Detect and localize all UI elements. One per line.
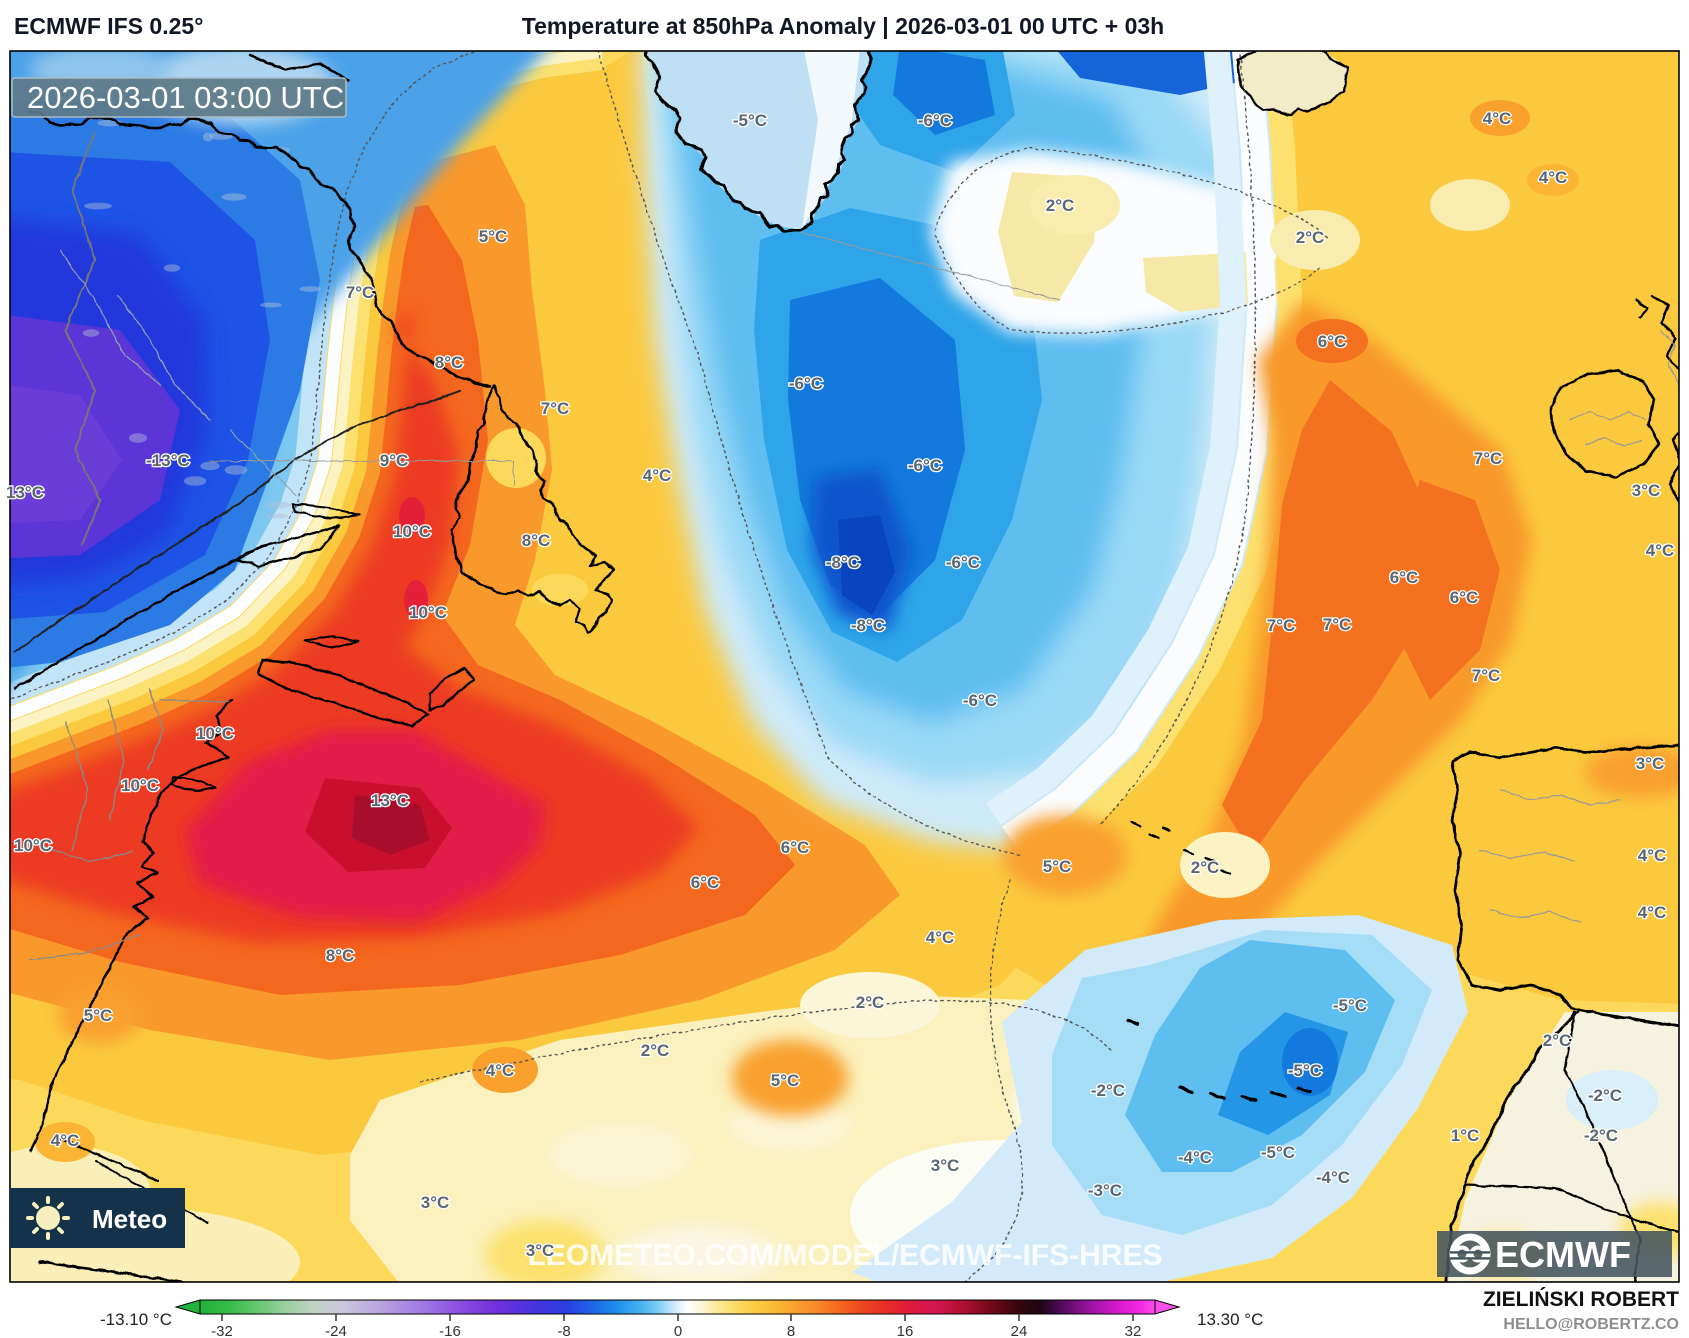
svg-text:7°C: 7°C	[346, 283, 375, 302]
svg-text:4°C: 4°C	[1638, 846, 1667, 865]
svg-text:7°C: 7°C	[1323, 615, 1352, 634]
svg-text:4°C: 4°C	[1638, 903, 1667, 922]
svg-text:4°C: 4°C	[51, 1131, 80, 1150]
svg-text:-32: -32	[211, 1323, 233, 1338]
svg-text:-8: -8	[557, 1323, 570, 1338]
svg-text:4°C: 4°C	[1483, 109, 1512, 128]
svg-text:8: 8	[787, 1323, 795, 1338]
svg-text:Meteo: Meteo	[92, 1204, 167, 1234]
svg-text:-4°C: -4°C	[1178, 1148, 1212, 1167]
svg-text:-13.10 °C: -13.10 °C	[100, 1310, 172, 1329]
svg-text:7°C: 7°C	[541, 399, 570, 418]
svg-text:3°C: 3°C	[526, 1241, 555, 1260]
svg-text:-5°C: -5°C	[1288, 1061, 1322, 1080]
svg-text:4°C: 4°C	[486, 1061, 515, 1080]
svg-text:Temperature at 850hPa Anomaly: Temperature at 850hPa Anomaly | 2026-03-…	[522, 13, 1164, 39]
svg-text:-2°C: -2°C	[1588, 1086, 1622, 1105]
svg-text:ECMWF IFS 0.25°: ECMWF IFS 0.25°	[14, 13, 203, 39]
svg-text:-3°C: -3°C	[1088, 1181, 1122, 1200]
svg-text:-6°C: -6°C	[946, 553, 980, 572]
svg-text:3°C: 3°C	[931, 1156, 960, 1175]
svg-text:-8°C: -8°C	[826, 553, 860, 572]
svg-text:8°C: 8°C	[435, 353, 464, 372]
svg-text:5°C: 5°C	[1043, 857, 1072, 876]
svg-text:3°C: 3°C	[1636, 754, 1665, 773]
svg-text:-6°C: -6°C	[963, 691, 997, 710]
svg-text:2°C: 2°C	[1543, 1031, 1572, 1050]
svg-text:13°C: 13°C	[371, 791, 409, 810]
svg-text:6°C: 6°C	[1390, 568, 1419, 587]
svg-text:-5°C: -5°C	[1261, 1143, 1295, 1162]
svg-text:4°C: 4°C	[643, 466, 672, 485]
svg-text:13.30 °C: 13.30 °C	[1197, 1310, 1263, 1329]
svg-text:HELLO@ROBERTZ.CO: HELLO@ROBERTZ.CO	[1503, 1316, 1679, 1333]
svg-text:-5°C: -5°C	[1333, 996, 1367, 1015]
svg-text:8°C: 8°C	[522, 531, 551, 550]
svg-text:10°C: 10°C	[14, 836, 52, 855]
svg-text:-2°C: -2°C	[1584, 1126, 1618, 1145]
svg-text:2°C: 2°C	[1296, 228, 1325, 247]
svg-text:7°C: 7°C	[1474, 449, 1503, 468]
svg-text:-4°C: -4°C	[1316, 1168, 1350, 1187]
svg-text:4°C: 4°C	[1539, 168, 1568, 187]
svg-text:10°C: 10°C	[121, 776, 159, 795]
svg-text:7°C: 7°C	[1472, 666, 1501, 685]
svg-text:5°C: 5°C	[479, 227, 508, 246]
svg-text:3°C: 3°C	[421, 1193, 450, 1212]
svg-text:-13°C: -13°C	[146, 451, 190, 470]
svg-text:6°C: 6°C	[1318, 332, 1347, 351]
svg-text:10°C: 10°C	[196, 724, 234, 743]
svg-text:0: 0	[674, 1323, 682, 1338]
svg-text:ECMWF: ECMWF	[1495, 1234, 1631, 1275]
svg-text:2°C: 2°C	[1191, 858, 1220, 877]
svg-text:6°C: 6°C	[691, 873, 720, 892]
svg-text:-6°C: -6°C	[789, 374, 823, 393]
svg-text:10°C: 10°C	[409, 603, 447, 622]
svg-text:-8°C: -8°C	[851, 616, 885, 635]
svg-text:2°C: 2°C	[641, 1041, 670, 1060]
svg-text:2°C: 2°C	[1046, 196, 1075, 215]
svg-text:-5°C: -5°C	[733, 111, 767, 130]
svg-text:24: 24	[1011, 1323, 1028, 1338]
svg-text:6°C: 6°C	[781, 838, 810, 857]
svg-text:1°C: 1°C	[1451, 1126, 1480, 1145]
svg-text:4°C: 4°C	[1646, 541, 1675, 560]
svg-text:2°C: 2°C	[856, 993, 885, 1012]
svg-text:13°C: 13°C	[6, 483, 44, 502]
svg-text:-24: -24	[325, 1323, 347, 1338]
svg-text:7°C: 7°C	[1267, 616, 1296, 635]
svg-text:3°C: 3°C	[1632, 481, 1661, 500]
svg-text:16: 16	[897, 1323, 914, 1338]
svg-text:-2°C: -2°C	[1091, 1081, 1125, 1100]
svg-text:32: 32	[1125, 1323, 1142, 1338]
svg-text:10°C: 10°C	[393, 522, 431, 541]
svg-text:ZIELIŃSKI ROBERT: ZIELIŃSKI ROBERT	[1483, 1288, 1679, 1311]
svg-text:9°C: 9°C	[380, 451, 409, 470]
svg-text:LEOMETEO.COM/MODEL/ECMWF-IFS-H: LEOMETEO.COM/MODEL/ECMWF-IFS-HRES	[528, 1239, 1163, 1272]
svg-text:5°C: 5°C	[771, 1071, 800, 1090]
svg-text:4°C: 4°C	[926, 928, 955, 947]
svg-text:2026-03-01 03:00 UTC: 2026-03-01 03:00 UTC	[27, 80, 344, 115]
svg-text:-6°C: -6°C	[908, 456, 942, 475]
svg-text:5°C: 5°C	[84, 1006, 113, 1025]
svg-text:-6°C: -6°C	[918, 111, 952, 130]
svg-text:-16: -16	[439, 1323, 461, 1338]
svg-text:6°C: 6°C	[1450, 588, 1479, 607]
svg-text:8°C: 8°C	[326, 946, 355, 965]
